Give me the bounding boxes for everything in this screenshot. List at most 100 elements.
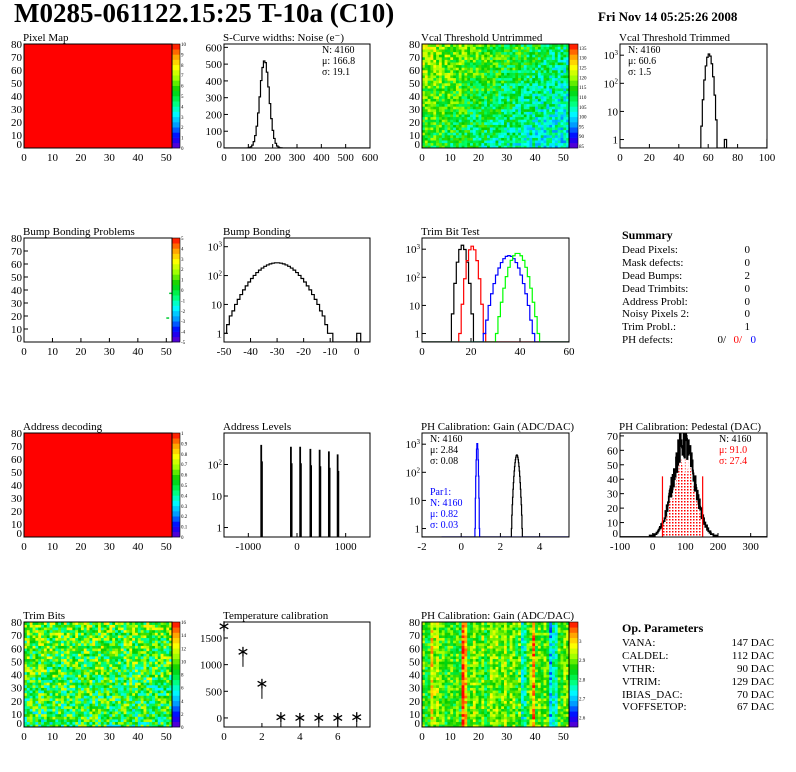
heatmap-cell [455,80,460,84]
heatmap-cell [492,83,496,86]
heatmap-cell [109,711,113,715]
heatmap-cell [478,46,482,50]
y-tick-label: 30 [11,493,23,505]
heatmap-cell [441,77,445,81]
heatmap-cell [89,627,93,631]
heatmap-cell [495,116,499,120]
heatmap-cell [26,666,30,670]
heatmap-cell [98,674,102,678]
heatmap-cell [95,640,99,644]
heatmap-cell [472,67,477,71]
heatmap-cell [137,637,141,641]
heatmap-cell [157,716,161,720]
heatmap-cell [115,658,119,662]
heatmap-cell [489,145,493,149]
heatmap-cell [160,679,164,683]
heatmap-cell [475,135,479,138]
heatmap-cell [515,98,519,102]
heatmap-cell [143,629,147,633]
heatmap-cell [137,695,141,699]
heatmap-cell [453,119,457,123]
heatmap-cell [532,106,536,110]
heatmap-cell [566,129,570,133]
heatmap-cell [41,716,45,720]
heatmap-cell [52,716,56,720]
heatmap-cell [478,59,482,63]
heatmap-cell [546,57,550,60]
heatmap-cell [61,629,65,633]
heatmap-cell [455,83,460,86]
heatmap-cell [489,129,493,133]
heatmap-cell [430,698,434,702]
heatmap-cell [140,687,144,691]
heatmap-cell [41,653,45,657]
heatmap-cell [458,132,462,136]
heatmap-cell [92,716,96,720]
heatmap-cell [430,54,434,58]
heatmap-cell [492,75,496,79]
heatmap-cell [554,137,558,141]
heatmap-cell [549,80,553,84]
heatmap-cell [52,682,56,686]
heatmap-cell [95,692,99,696]
heatmap-cell [455,75,460,79]
heatmap-cell [464,57,468,60]
heatmap-cell [157,656,161,660]
heatmap-cell [450,88,454,92]
heatmap-cell [38,650,42,654]
stats2-line: σ: 0.03 [430,520,458,531]
heatmap-cell [503,59,508,63]
heatmap-cell [35,679,39,683]
heatmap-cell [529,49,533,53]
heatmap-cell [154,685,159,688]
heatmap-cell [543,72,547,76]
heatmap-cell [430,106,434,110]
heatmap-cell [78,690,82,694]
heatmap-cell [157,703,161,707]
heatmap-cell [112,698,116,702]
stats-line: N: 4160 [430,434,463,445]
heatmap-cell [92,674,96,678]
heatmap-cell [78,653,82,657]
heatmap-cell [52,643,56,646]
heatmap-cell [509,90,513,94]
heatmap-cell [450,62,454,66]
heatmap-cell [467,101,471,105]
heatmap-cell [103,685,107,688]
heatmap-cell [83,632,87,636]
heatmap-cell [475,54,479,58]
heatmap-cell [470,132,474,136]
heatmap-cell [470,83,474,86]
heatmap-cell [100,700,104,704]
x-tick-label: 20 [473,152,485,164]
heatmap-cell [529,62,533,66]
heatmap-cell [560,124,564,128]
heatmap-cell [109,698,113,702]
palette-bin [569,75,578,81]
heatmap-cell [489,80,493,84]
heatmap-cell [157,658,161,662]
heatmap-cell [80,703,85,707]
y-tick-label: 80 [11,233,23,245]
heatmap-cell [523,132,527,136]
heatmap-cell [61,661,65,665]
heatmap-cell [433,135,437,138]
x-tick-label: 500 [337,152,354,164]
heatmap-cell [112,721,116,725]
heatmap-cell [489,116,493,120]
heatmap-cell [43,645,48,649]
heatmap-cell [52,685,56,688]
heatmap-cell [436,140,440,144]
heatmap-cell [157,674,161,678]
heatmap-cell [523,135,527,138]
heatmap-cell [560,59,564,63]
heatmap-cell [169,622,173,625]
heatmap-cell [447,129,451,133]
heatmap-cell [61,658,65,662]
heatmap-cell [563,98,567,102]
heatmap-cell [554,93,558,97]
heatmap-cell [422,88,426,92]
heatmap-cell [543,67,547,71]
heatmap-cell [35,658,39,662]
heatmap-cell [58,703,62,707]
